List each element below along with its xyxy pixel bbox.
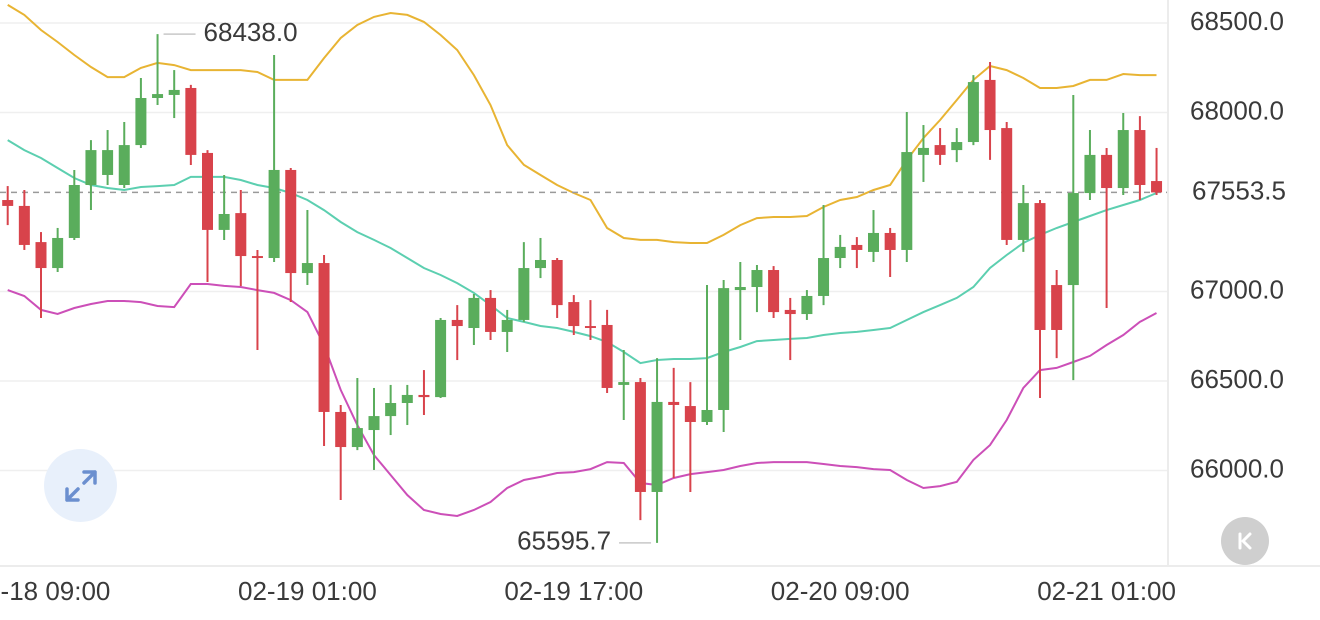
candle-body	[202, 152, 213, 230]
candle-body	[851, 244, 863, 250]
candle-body	[385, 403, 397, 417]
candle-body	[1134, 130, 1146, 185]
candle-body	[718, 288, 730, 410]
candle-body	[135, 98, 147, 146]
candle-body	[468, 297, 480, 329]
x-tick-label: 02-19 01:00	[238, 576, 377, 606]
candle-body	[1101, 154, 1113, 189]
candle-body	[634, 382, 646, 492]
expand-icon	[64, 469, 97, 502]
last-price-label: 67553.5	[1192, 175, 1286, 205]
candle-body	[651, 401, 663, 492]
y-tick-label: 67000.0	[1190, 274, 1284, 304]
candle-body	[2, 200, 14, 206]
x-tick-label: 02-20 09:00	[771, 576, 910, 606]
candle-body	[584, 326, 596, 329]
candle-body	[868, 232, 879, 252]
candle-body	[85, 150, 97, 185]
candle-body	[418, 394, 430, 398]
candle-body	[318, 263, 330, 412]
y-tick-label: 66000.0	[1190, 453, 1284, 483]
candle-body	[568, 302, 580, 327]
candle-body	[801, 295, 813, 315]
band-line	[7, 139, 1157, 365]
candle-body	[368, 416, 380, 431]
candle-body	[535, 259, 546, 269]
candle-body	[984, 79, 996, 131]
x-tick-label: 02-19 17:00	[504, 576, 643, 606]
candle-body	[501, 319, 513, 332]
candle-body	[1084, 154, 1096, 194]
candle-body	[152, 94, 164, 99]
annotation-label: 68438.0	[204, 17, 298, 47]
candle-body	[102, 150, 114, 175]
candle-body	[934, 145, 946, 155]
y-tick-label: 68000.0	[1190, 95, 1284, 125]
candle-body	[901, 152, 913, 250]
expand-button[interactable]	[44, 449, 117, 522]
candle-body	[684, 406, 696, 422]
candle-body	[601, 324, 613, 388]
candle-body	[1067, 193, 1079, 286]
candle-body	[185, 87, 197, 155]
plot-area	[0, 4, 1167, 543]
candle-body	[768, 270, 780, 313]
band-line	[7, 283, 1157, 518]
candle-body	[701, 409, 713, 422]
y-tick-label: 66500.0	[1190, 364, 1284, 394]
candle-body	[884, 232, 896, 250]
candle-body	[917, 147, 929, 155]
candle-body	[18, 205, 30, 245]
candle-body	[1034, 203, 1046, 330]
candle-body	[1017, 203, 1029, 240]
candle-body	[518, 268, 530, 320]
candle-body	[401, 394, 413, 404]
candle-body	[451, 319, 463, 327]
candle-body	[1051, 285, 1063, 330]
candle-body	[1117, 130, 1129, 189]
candle-body	[285, 169, 297, 274]
candle-body	[668, 401, 680, 405]
candle-body	[618, 382, 630, 385]
candle-body	[818, 258, 830, 296]
candle-body	[168, 89, 180, 95]
candle-body	[268, 169, 280, 259]
band-line	[7, 4, 1157, 244]
candle-body	[435, 319, 447, 398]
candle-body	[485, 297, 497, 332]
back-icon	[1238, 532, 1252, 550]
candle-body	[235, 213, 247, 257]
candle-body	[967, 82, 979, 143]
candle-body	[751, 270, 763, 288]
candle-body	[951, 142, 963, 151]
back-to-latest-button[interactable]	[1221, 517, 1269, 565]
candle-body	[68, 184, 80, 238]
candle-body	[301, 263, 313, 274]
candle-body	[351, 428, 363, 448]
candle-body	[335, 411, 347, 448]
y-tick-label: 68500.0	[1190, 6, 1284, 36]
candle-body	[251, 256, 263, 259]
candle-body	[551, 259, 563, 306]
candle-body	[1001, 128, 1013, 240]
last-price-box	[1172, 174, 1318, 211]
candle-body	[52, 237, 64, 269]
annotation-label: 65595.7	[517, 526, 611, 556]
candle-body	[784, 309, 796, 315]
candle-body	[218, 213, 230, 230]
x-tick-label: 02-21 01:00	[1037, 576, 1176, 606]
x-tick-label: 02-18 09:00	[0, 576, 110, 606]
axes: 66000.0 66500.0 67000.0 68000.0 68500.0 02-18…	[0, 6, 1318, 606]
candle-body	[834, 246, 846, 259]
candle-body	[35, 242, 47, 269]
candle-body	[118, 145, 130, 185]
candle-body	[734, 287, 746, 291]
candle-body	[1151, 181, 1163, 193]
